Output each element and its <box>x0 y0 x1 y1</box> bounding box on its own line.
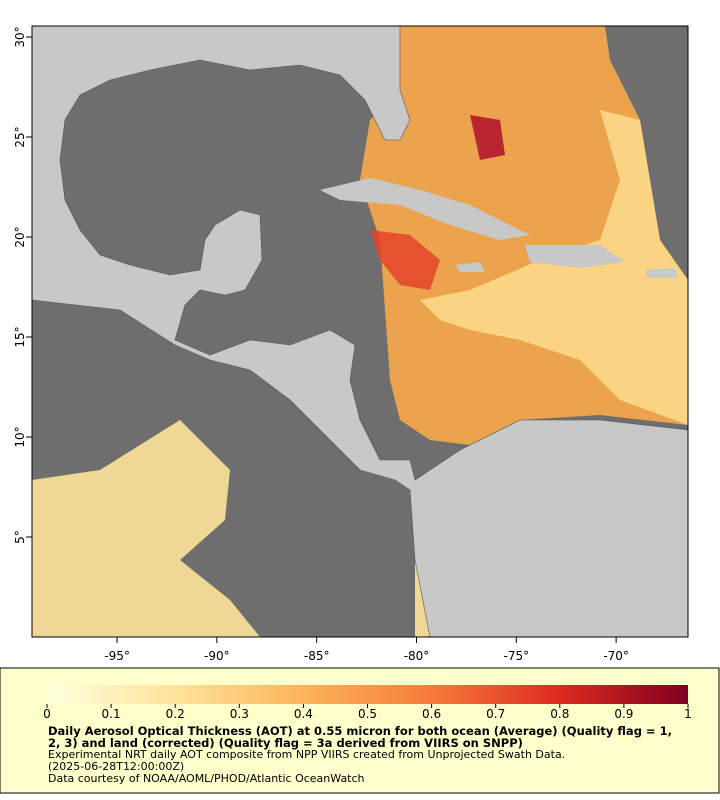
colorbar <box>47 685 688 704</box>
land-hispaniola <box>525 245 625 268</box>
land-puerto-rico <box>645 268 678 278</box>
x-tick-label: -90° <box>204 649 230 663</box>
colorbar-tick-label: 0.8 <box>550 707 569 721</box>
map-frame <box>31 25 689 638</box>
caption-title: Daily Aerosol Optical Thickness (AOT) at… <box>48 724 672 750</box>
aerosol-yellow <box>420 110 688 425</box>
caption: Daily Aerosol Optical Thickness (AOT) at… <box>48 725 688 785</box>
aerosol-red <box>370 230 440 290</box>
x-tick-label: -70° <box>603 649 629 663</box>
caption-line: Data courtesy of NOAA/AOML/PHOD/Atlantic… <box>48 772 365 785</box>
x-tick-label: -75° <box>504 649 530 663</box>
y-tick-label: 15° <box>13 326 27 347</box>
colorbar-tick-label: 0.1 <box>102 707 121 721</box>
aerosol-darkred <box>470 115 505 160</box>
land-mainland <box>32 26 688 637</box>
colorbar-tick-label: 0.7 <box>486 707 505 721</box>
colorbar-tick-label: 0.3 <box>230 707 249 721</box>
caption-line: Experimental NRT daily AOT composite fro… <box>48 748 566 761</box>
colorbar-tick-label: 1 <box>684 707 692 721</box>
colorbar-tick-label: 0.5 <box>358 707 377 721</box>
colorbar-tick-label: 0.9 <box>614 707 633 721</box>
x-tick-label: -95° <box>104 649 130 663</box>
colorbar-tick-label: 0.6 <box>422 707 441 721</box>
colorbar-tick-label: 0 <box>43 707 51 721</box>
y-tick-label: 25° <box>13 126 27 147</box>
map-area <box>32 26 688 637</box>
land-cuba <box>320 178 530 240</box>
colorbar-tick-label: 0.4 <box>294 707 313 721</box>
x-tick-label: -85° <box>304 649 330 663</box>
land-jamaica <box>455 262 485 272</box>
caption-line: (2025-06-28T12:00:00Z) <box>48 760 185 773</box>
y-tick-label: 20° <box>13 226 27 247</box>
y-tick-label: 30° <box>13 26 27 47</box>
y-tick-label: 10° <box>13 426 27 447</box>
colorbar-tick-label: 0.2 <box>166 707 185 721</box>
x-tick-label: -80° <box>404 649 430 663</box>
y-tick-label: 5° <box>13 530 27 544</box>
aerosol-pacific <box>32 420 260 637</box>
